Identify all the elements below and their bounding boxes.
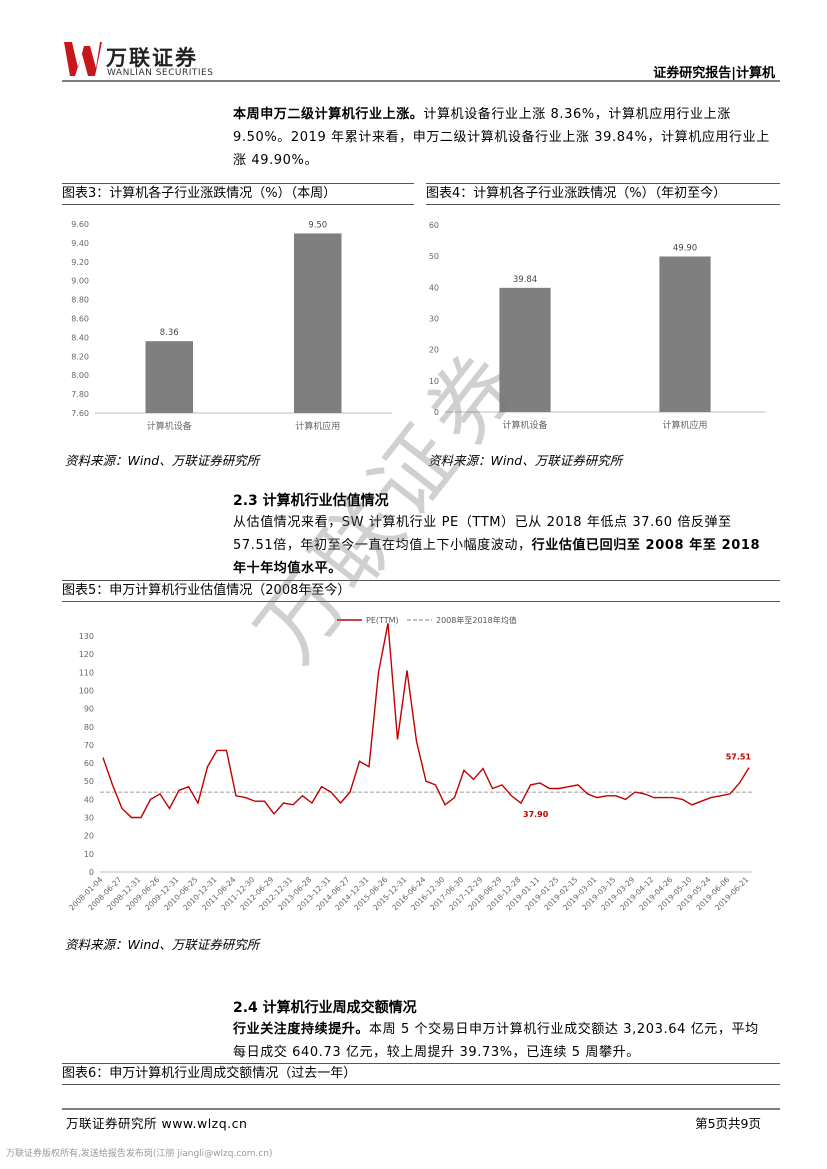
paragraph: 行业关注度持续提升。本周 5 个交易日申万计算机行业成交额达 3,203.64 … — [233, 1018, 770, 1064]
y-tick-label: 7.60 — [71, 409, 89, 418]
y-tick-label: 80 — [84, 723, 94, 732]
copyright: 万联证券版权所有,发送给报告发布岗(江丽 jiangli@wlzq.com.cn… — [6, 1149, 273, 1159]
legend-label: PE(TTM) — [366, 616, 399, 625]
y-tick-label: 0 — [434, 408, 439, 417]
text: 计算机设备行业上涨 8.36%，计算机应用行业上涨 9.50%。2019 年累计… — [233, 107, 770, 168]
footer-rule — [62, 1108, 780, 1110]
text: 从估值情况来看，SW 计算机行业 PE（TTM）已从 2018 年低点 37.6… — [233, 515, 732, 553]
figure-title: 图表5：申万计算机行业估值情况（2008年至今） — [62, 580, 780, 602]
bold-text: 行业关注度持续提升。 — [233, 1022, 370, 1037]
y-tick-label: 130 — [79, 632, 94, 641]
logo-mark — [64, 42, 102, 76]
y-tick-label: 10 — [84, 850, 94, 859]
x-tick-label: 计算机应用 — [295, 420, 340, 432]
data-label: 9.50 — [308, 220, 327, 230]
bar — [293, 233, 342, 413]
y-tick-label: 40 — [84, 795, 94, 804]
figure-title: 图表3：计算机各子行业涨跌情况（%）（本周） — [62, 183, 414, 205]
report-type: 证券研究报告|计算机 — [653, 66, 775, 81]
x-tick-label: 计算机设备 — [147, 420, 192, 432]
bar — [499, 287, 551, 412]
figure-title: 图表4：计算机各子行业涨跌情况（%）（年初至今） — [426, 183, 780, 205]
bold-text: 行业估值已回归至 2008 年至 2018 年十年均值水平。 — [233, 538, 761, 576]
figure-title: 图表6：申万计算机行业周成交额情况（过去一年） — [62, 1063, 780, 1085]
x-tick-label: 计算机设备 — [502, 419, 547, 431]
paragraph: 从估值情况来看，SW 计算机行业 PE（TTM）已从 2018 年低点 37.6… — [233, 511, 770, 580]
y-tick-label: 100 — [79, 686, 94, 695]
section-heading: 2.4 计算机行业周成交额情况 — [233, 1000, 417, 1016]
source: 资料来源：Wind、万联证券研究所 — [65, 453, 260, 468]
y-tick-label: 8.60 — [71, 315, 89, 324]
chart: 01020304050607080901001101201302008-01-0… — [67, 615, 752, 912]
bar — [145, 341, 194, 413]
y-tick-label: 30 — [84, 814, 94, 823]
text: 本周 5 个交易日申万计算机行业成交额达 3,203.64 亿元，平均每日成交 … — [233, 1022, 759, 1060]
data-label: 49.90 — [673, 243, 697, 253]
logo-cn: 万联证券 — [106, 46, 198, 70]
data-label: 37.90 — [523, 810, 549, 819]
data-label: 8.36 — [160, 328, 179, 338]
source: 资料来源：Wind、万联证券研究所 — [65, 937, 260, 952]
bar — [659, 256, 711, 412]
y-tick-label: 8.00 — [71, 371, 89, 380]
legend-label: 2008年至2018年均值 — [436, 615, 517, 625]
y-tick-label: 8.20 — [71, 352, 89, 361]
data-label: 39.84 — [513, 275, 537, 285]
y-tick-label: 8.80 — [71, 296, 89, 305]
section-heading: 2.3 计算机行业估值情况 — [233, 493, 389, 509]
y-tick-label: 20 — [84, 832, 94, 841]
y-tick-label: 20 — [429, 346, 439, 355]
y-tick-label: 10 — [429, 377, 439, 386]
y-tick-label: 70 — [84, 741, 94, 750]
y-tick-label: 30 — [429, 315, 439, 324]
y-tick-label: 90 — [84, 705, 94, 714]
y-tick-label: 50 — [84, 777, 94, 786]
y-tick-label: 9.60 — [71, 220, 89, 229]
bold-text: 本周申万二级计算机行业上涨。 — [233, 107, 424, 122]
line — [102, 623, 750, 819]
logo-en: WANLIAN SECURITIES — [107, 68, 214, 78]
x-tick-label: 计算机应用 — [662, 419, 707, 431]
y-tick-label: 110 — [79, 668, 94, 677]
y-tick-label: 0 — [89, 868, 94, 877]
y-tick-label: 50 — [429, 252, 439, 261]
y-tick-label: 40 — [429, 283, 439, 292]
y-tick-label: 9.00 — [71, 277, 89, 286]
chart: 7.60 7.80 8.00 8.20 8.40 8.60 8.80 9.00 9.20 9.40… — [71, 220, 392, 432]
y-tick-label: 7.80 — [71, 390, 89, 399]
y-tick-label: 9.20 — [71, 258, 89, 267]
footer-left: 万联证券研究所 www.wlzq.cn — [66, 1116, 248, 1131]
y-tick-label: 120 — [79, 650, 94, 659]
paragraph: 本周申万二级计算机行业上涨。计算机设备行业上涨 8.36%，计算机应用行业上涨 … — [233, 103, 770, 172]
y-tick-label: 9.40 — [71, 239, 89, 248]
header-rule — [62, 80, 780, 82]
source: 资料来源：Wind、万联证券研究所 — [428, 453, 623, 468]
data-label: 57.51 — [726, 753, 752, 762]
y-tick-label: 8.40 — [71, 333, 89, 342]
page-number: 第5页共9页 — [695, 1116, 761, 1131]
y-tick-label: 60 — [84, 759, 94, 768]
chart: 0 10 20 30 40 50 60 39.84 计算机设备 49.90 计算机应用 — [429, 221, 765, 431]
y-tick-label: 60 — [429, 221, 439, 230]
